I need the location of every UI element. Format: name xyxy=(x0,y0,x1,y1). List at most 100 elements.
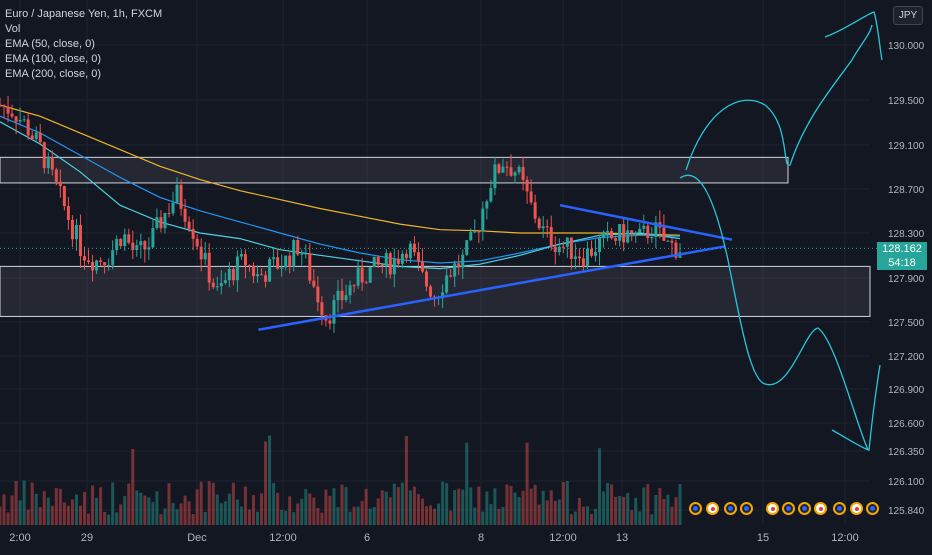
volume-bar xyxy=(66,505,70,525)
volume-bar xyxy=(509,486,513,525)
currency-badge[interactable]: JPY xyxy=(893,6,923,25)
economic-event-jp-icon[interactable] xyxy=(850,502,863,515)
volume-bar xyxy=(95,497,99,525)
volume-bar xyxy=(195,489,199,525)
candle-body xyxy=(634,232,638,234)
projection-path xyxy=(679,11,883,451)
candle-body xyxy=(119,238,123,246)
candle-body xyxy=(103,262,107,266)
economic-event-eu-icon[interactable] xyxy=(782,502,795,515)
zone-1 xyxy=(0,156,789,184)
volume-bar xyxy=(171,502,175,525)
candle-body xyxy=(171,202,175,214)
symbol-title[interactable]: Euro / Japanese Yen, 1h, FXCM xyxy=(5,8,163,20)
economic-event-eu-icon[interactable] xyxy=(833,502,846,515)
economic-event-jp-icon[interactable] xyxy=(814,502,827,515)
volume-bar xyxy=(622,496,626,525)
volume-bar xyxy=(420,498,424,525)
candle-body xyxy=(557,246,561,253)
legend-vol[interactable]: Vol xyxy=(5,23,21,35)
economic-event-jp-icon[interactable] xyxy=(766,502,779,515)
candle-body xyxy=(529,191,533,203)
volume-bar xyxy=(308,493,312,525)
volume-bar xyxy=(26,509,30,525)
candle-body xyxy=(485,201,489,209)
volume-bar xyxy=(191,513,195,525)
volume-bar xyxy=(598,448,602,525)
economic-event-jp-icon[interactable] xyxy=(706,502,719,515)
volume-bar xyxy=(340,484,344,525)
volume-bar xyxy=(481,511,485,525)
economic-event-eu-icon[interactable] xyxy=(740,502,753,515)
time-tick-label: 2:00 xyxy=(9,532,30,544)
projection-down-arrow xyxy=(831,364,881,451)
candle-body xyxy=(400,253,404,264)
volume-bar xyxy=(473,507,477,525)
candle-body xyxy=(517,167,521,173)
candle-body xyxy=(473,231,477,233)
volume-bar xyxy=(404,435,408,525)
economic-event-eu-icon[interactable] xyxy=(866,502,879,515)
volume-bar xyxy=(272,483,276,525)
candle-body xyxy=(493,164,497,189)
volume-bar xyxy=(87,513,91,525)
volume-bar xyxy=(336,506,340,525)
candle-body xyxy=(372,256,376,267)
volume-bar xyxy=(489,504,493,525)
volume-bar xyxy=(678,483,682,525)
candle-body xyxy=(441,292,445,297)
candle-body xyxy=(82,256,86,261)
candle-body xyxy=(256,274,260,277)
volume-bar xyxy=(400,482,404,525)
economic-event-eu-icon[interactable] xyxy=(689,502,702,515)
candle-body xyxy=(304,253,308,255)
volume-bar xyxy=(360,501,364,525)
candle-body xyxy=(477,231,481,233)
candle-body xyxy=(95,260,99,271)
volume-bar xyxy=(50,505,54,525)
triangle-lower-trendline xyxy=(258,245,726,332)
candles xyxy=(0,96,682,333)
candle-body xyxy=(368,266,372,283)
legend-ema-200[interactable]: EMA (200, close, 0) xyxy=(5,68,101,80)
legend-ema-100[interactable]: EMA (100, close, 0) xyxy=(5,53,101,65)
volume-bar xyxy=(107,514,111,525)
volume-bar xyxy=(324,489,328,525)
economic-event-eu-icon[interactable] xyxy=(724,502,737,515)
volume-bar xyxy=(280,509,284,525)
candle-body xyxy=(78,225,82,257)
volume-bar xyxy=(384,491,388,525)
candle-body xyxy=(509,167,513,176)
candle-body xyxy=(199,246,203,260)
legend-ema-50[interactable]: EMA (50, close, 0) xyxy=(5,38,95,50)
volume-bar xyxy=(22,480,26,525)
candle-body xyxy=(195,238,199,247)
candle-body xyxy=(501,166,505,173)
candle-body xyxy=(352,285,356,287)
candle-body xyxy=(638,228,642,233)
candle-body xyxy=(292,239,296,267)
volume-bar xyxy=(569,514,573,525)
candle-body xyxy=(589,248,593,256)
volume-bar xyxy=(82,491,86,525)
volume-bar xyxy=(493,488,497,525)
time-tick-label: 12:00 xyxy=(269,532,297,544)
candle-body xyxy=(316,286,320,303)
candle-body xyxy=(630,230,634,234)
candle-body xyxy=(598,238,602,253)
volume-bar xyxy=(565,480,569,525)
economic-event-eu-icon[interactable] xyxy=(798,502,811,515)
price-tick-label: 130.000 xyxy=(888,41,925,52)
volume-bar xyxy=(606,482,610,525)
volume-bar xyxy=(115,512,119,525)
candle-body xyxy=(235,256,239,281)
candle-body xyxy=(159,217,163,229)
candle-body xyxy=(481,208,485,232)
candle-body xyxy=(183,208,187,222)
candle-body xyxy=(497,164,501,173)
volume-bar xyxy=(577,497,581,525)
volume-bar xyxy=(143,495,147,525)
volume-bar xyxy=(429,505,433,525)
candle-body xyxy=(404,253,408,259)
